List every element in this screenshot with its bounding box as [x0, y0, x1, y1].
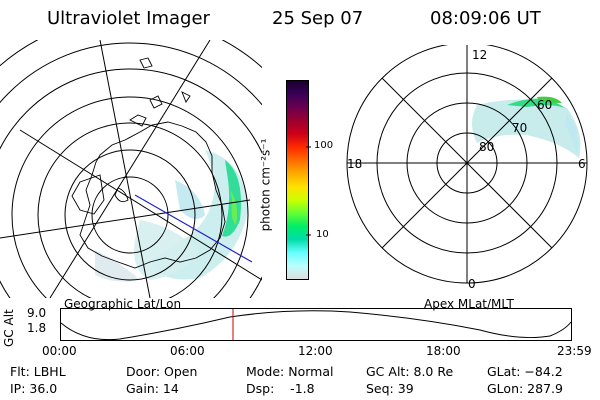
ip-info: IP: 36.0 — [10, 381, 58, 396]
coastline — [71, 57, 226, 269]
time-label: 08:09:06 UT — [430, 8, 541, 29]
timeline-ytick-9: 9.0 — [27, 306, 47, 320]
aurora-emission-mag — [472, 96, 581, 158]
aurora-emission — [95, 150, 248, 282]
mlat-label-60: 60 — [537, 98, 553, 112]
colorbar-tick-10: 10 — [316, 229, 329, 240]
timeline-xtick-1800: 18:00 — [426, 344, 461, 358]
colorbar-unit-label: photon cm⁻²s⁻¹ — [258, 138, 273, 232]
dsp-info: Dsp: -1.8 — [246, 381, 315, 396]
geographic-map — [0, 40, 262, 298]
mlat-label-80: 80 — [479, 140, 495, 154]
colorbar-tick-100: 100 — [314, 140, 334, 151]
date-label: 25 Sep 07 — [272, 8, 364, 29]
mlt-label-6: 6 — [578, 157, 586, 171]
seq-info: Seq: 39 — [366, 381, 414, 396]
filter-info: Flt: LBHL — [10, 364, 66, 379]
timeline-xtick-2359: 23:59 — [557, 344, 592, 358]
door-info: Door: Open — [126, 364, 198, 379]
geographic-label: Geographic Lat/Lon — [64, 297, 182, 311]
timeline-xtick-1200: 12:00 — [298, 344, 333, 358]
gc-alt-info: GC Alt: 8.0 Re — [366, 364, 454, 379]
apex-label: Apex MLat/MLT — [424, 297, 514, 311]
colorbar — [286, 80, 309, 280]
mlt-label-12: 12 — [472, 48, 488, 62]
gain-info: Gain: 14 — [126, 381, 179, 396]
mlt-label-18: 18 — [347, 157, 363, 171]
glat-info: GLat: −84.2 — [487, 364, 563, 379]
mode-info: Mode: Normal — [246, 364, 334, 379]
glon-info: GLon: 287.9 — [487, 381, 563, 396]
magnetic-polar-plot — [346, 45, 588, 284]
timeline-ytick-1-8: 1.8 — [27, 321, 47, 335]
altitude-timeline — [60, 308, 572, 341]
timeline-xtick-0000: 00:00 — [42, 344, 77, 358]
colorbar-ticks — [306, 146, 311, 236]
timeline-ylabel: GC Alt — [2, 309, 16, 347]
mlat-label-70: 70 — [512, 121, 528, 135]
timeline-xtick-0600: 06:00 — [170, 344, 205, 358]
instrument-title: Ultraviolet Imager — [47, 8, 210, 29]
mlt-label-0: 0 — [468, 277, 476, 291]
